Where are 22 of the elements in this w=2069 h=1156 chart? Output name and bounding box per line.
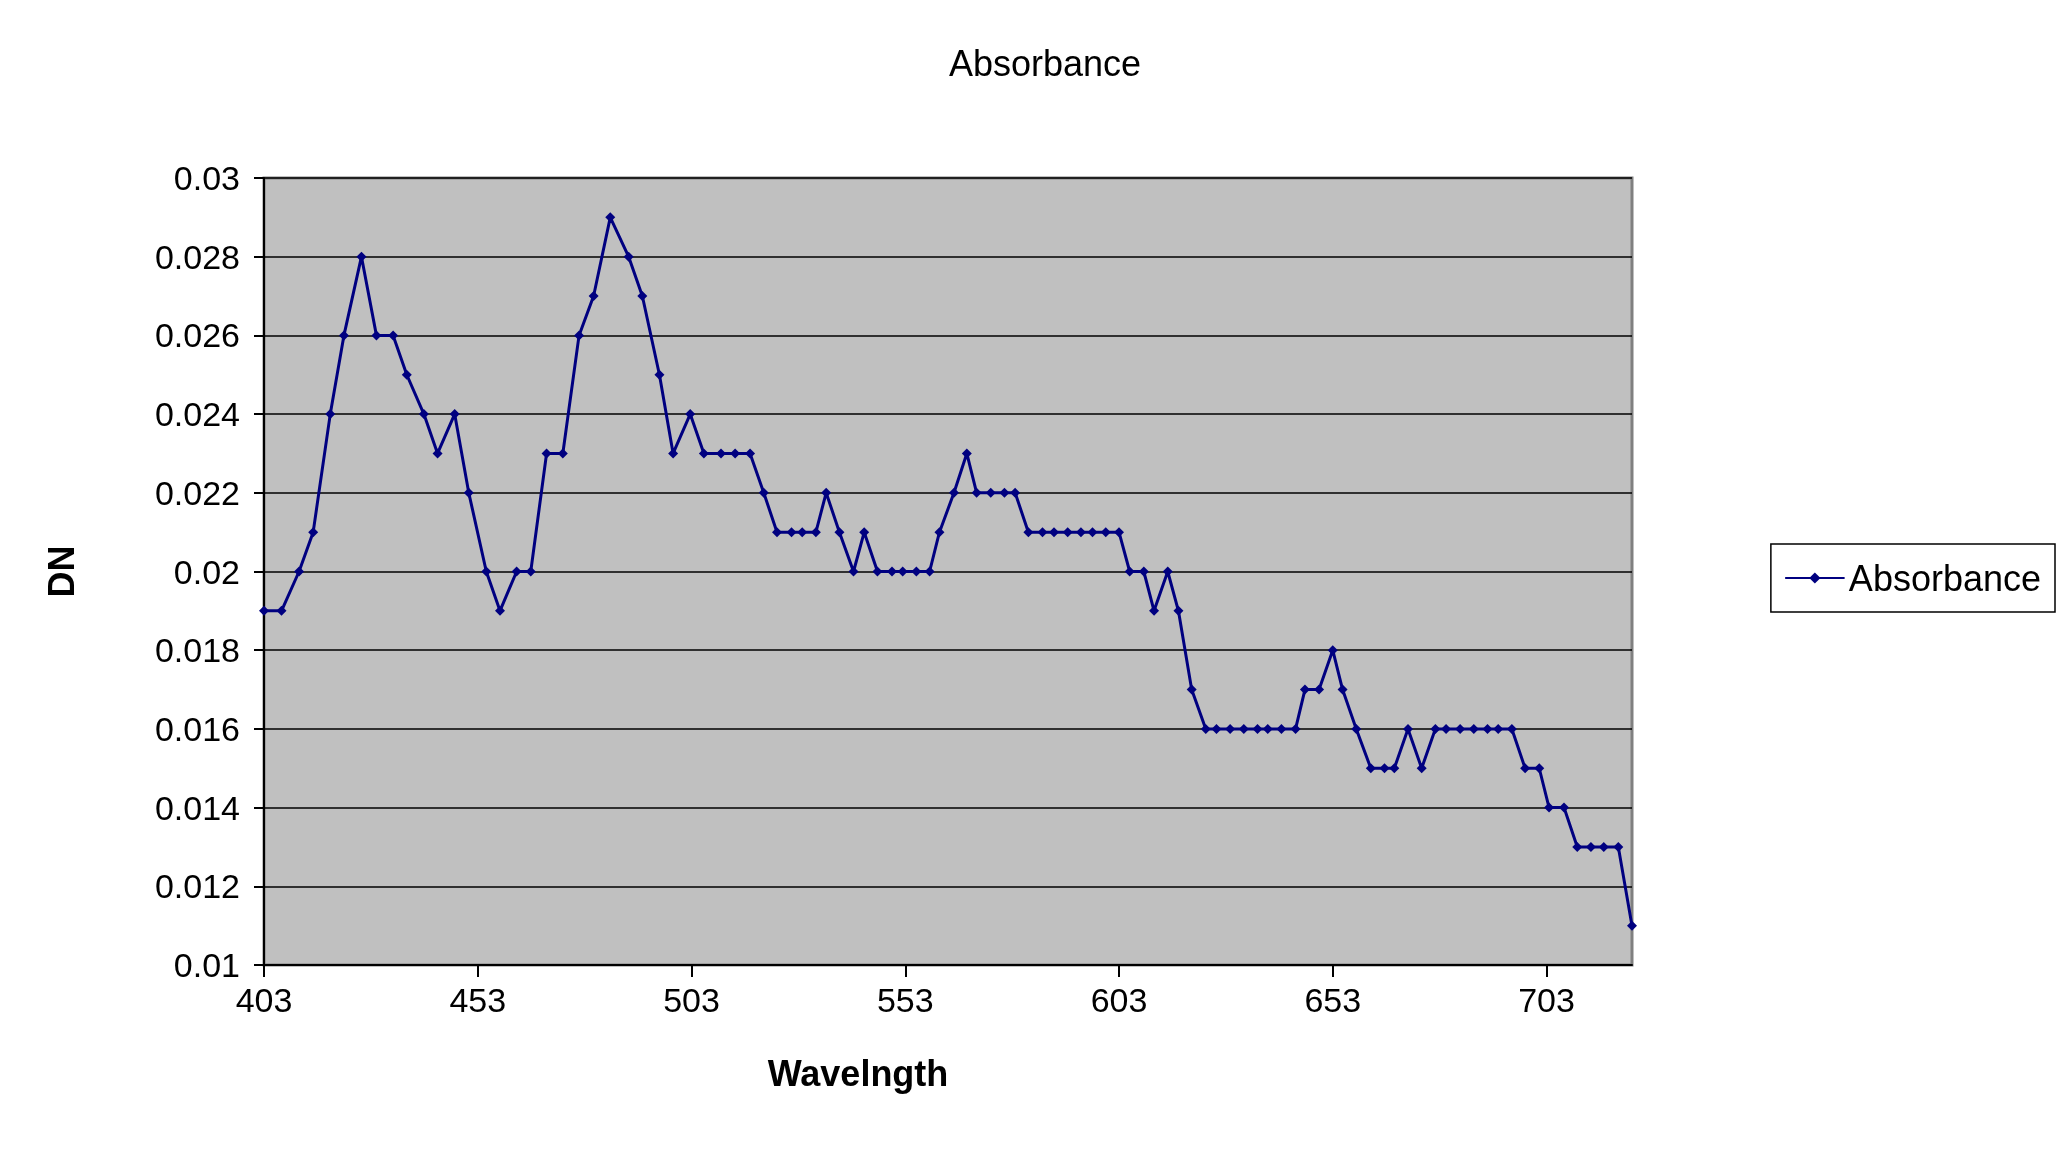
y-tick-label: 0.028	[154, 237, 240, 276]
y-axis-title: DN	[40, 545, 82, 598]
y-tick-label: 0.012	[154, 867, 240, 906]
y-tick-label: 0.02	[173, 552, 240, 591]
legend-label: Absorbance	[1848, 557, 2042, 599]
y-tick-label: 0.026	[154, 316, 240, 355]
y-tick-label: 0.016	[154, 709, 240, 748]
x-tick-label: 503	[663, 981, 720, 1019]
x-tick-label: 553	[876, 981, 934, 1019]
y-tick-label: 0.022	[154, 473, 240, 512]
y-tick-label: 0.014	[154, 788, 240, 827]
x-tick-label: 403	[235, 981, 293, 1019]
x-tick-label: 653	[1304, 981, 1362, 1019]
x-tick-label: 603	[1090, 981, 1148, 1019]
y-tick-label: 0.024	[154, 395, 240, 434]
x-axis-title: Wavelngth	[767, 1052, 949, 1094]
x-tick-label: 453	[449, 981, 507, 1019]
chart-title: Absorbance	[948, 42, 1142, 84]
y-tick-label: 0.018	[154, 631, 240, 670]
x-tick-label: 703	[1518, 981, 1575, 1019]
y-tick-label: 0.01	[173, 946, 240, 984]
y-tick-label: 0.03	[173, 159, 240, 197]
